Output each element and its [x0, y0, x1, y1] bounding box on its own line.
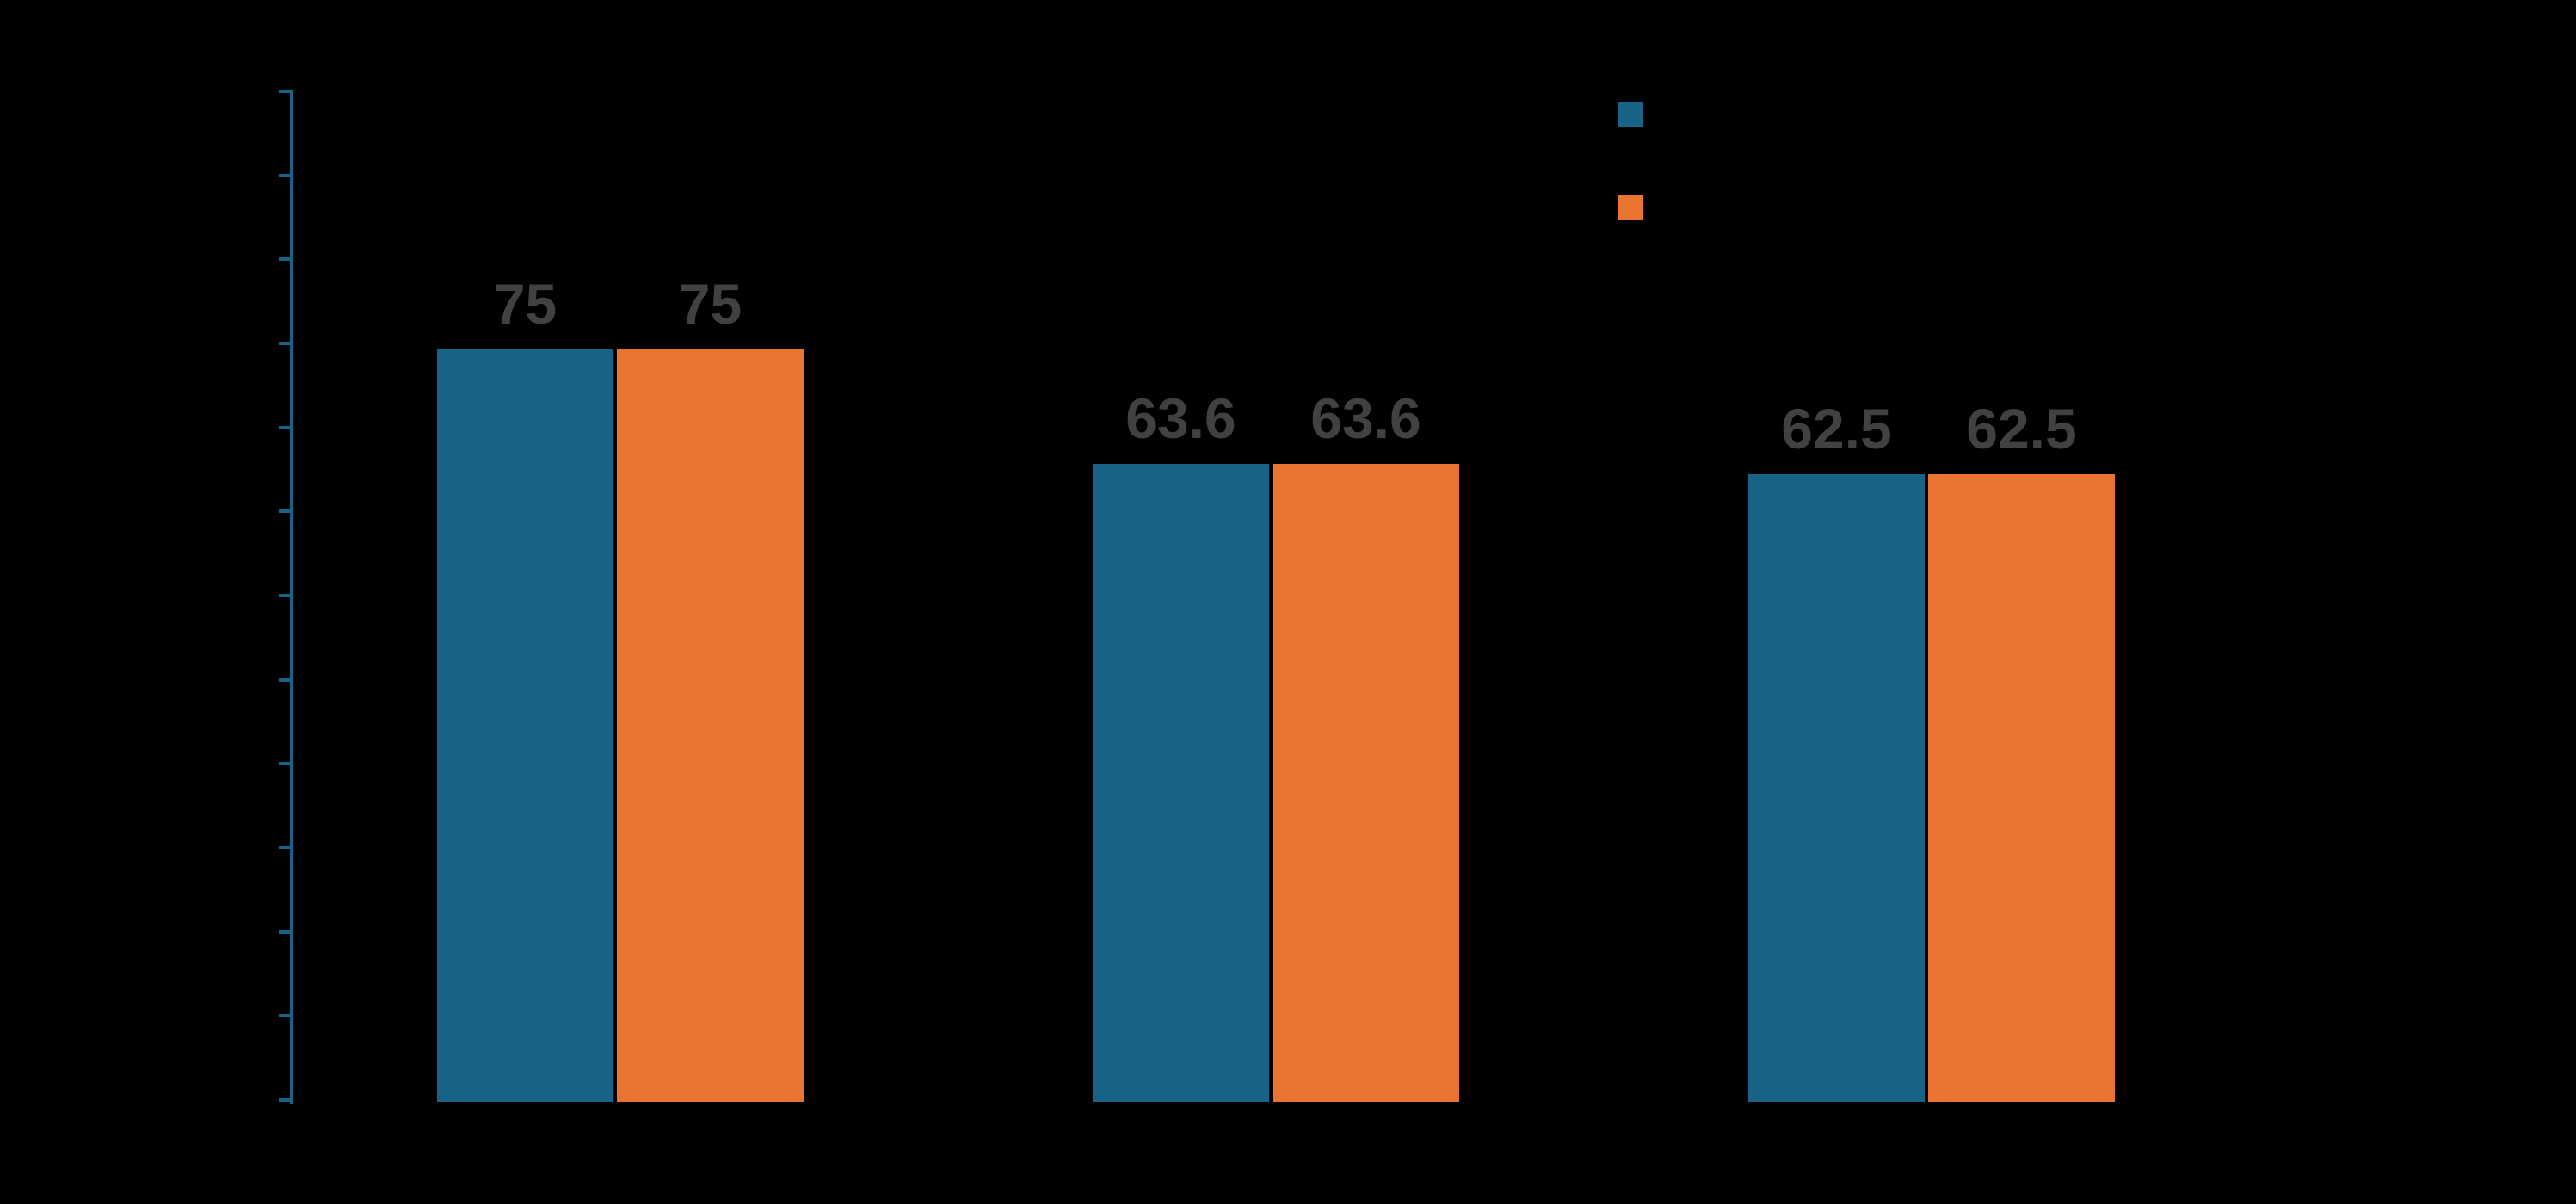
legend-swatch-series1	[1618, 102, 1643, 127]
y-axis-tick	[279, 930, 290, 934]
legend-swatch-series2	[1618, 195, 1643, 220]
y-axis-tick	[279, 90, 290, 93]
y-axis-tick	[279, 174, 290, 177]
bar-group2-series1	[1093, 464, 1269, 1102]
bar-value-label: 62.5	[1966, 397, 2077, 460]
y-axis-tick	[279, 678, 290, 682]
bar-value-label: 63.6	[1125, 386, 1236, 450]
y-axis-tick	[279, 509, 290, 513]
bar-value-label: 75	[493, 272, 558, 336]
bar-value-label: 63.6	[1310, 386, 1421, 450]
y-axis-tick	[279, 762, 290, 765]
y-axis-tick	[279, 342, 290, 345]
y-axis-tick	[279, 594, 290, 597]
bar-value-label: 62.5	[1781, 397, 1892, 460]
y-axis-tick	[279, 846, 290, 849]
y-axis-tick	[279, 1014, 290, 1017]
y-axis-tick	[279, 426, 290, 429]
bar-group3-series1	[1748, 474, 1925, 1102]
bar-group1-series1	[437, 349, 613, 1102]
bar-value-label: 75	[678, 272, 743, 336]
bar-group2-series2	[1273, 464, 1459, 1102]
y-axis-spine	[290, 90, 293, 1104]
bar-group1-series2	[617, 349, 804, 1102]
bar-group3-series2	[1928, 474, 2115, 1102]
y-axis-tick	[279, 257, 290, 261]
y-axis-tick	[279, 1098, 290, 1102]
